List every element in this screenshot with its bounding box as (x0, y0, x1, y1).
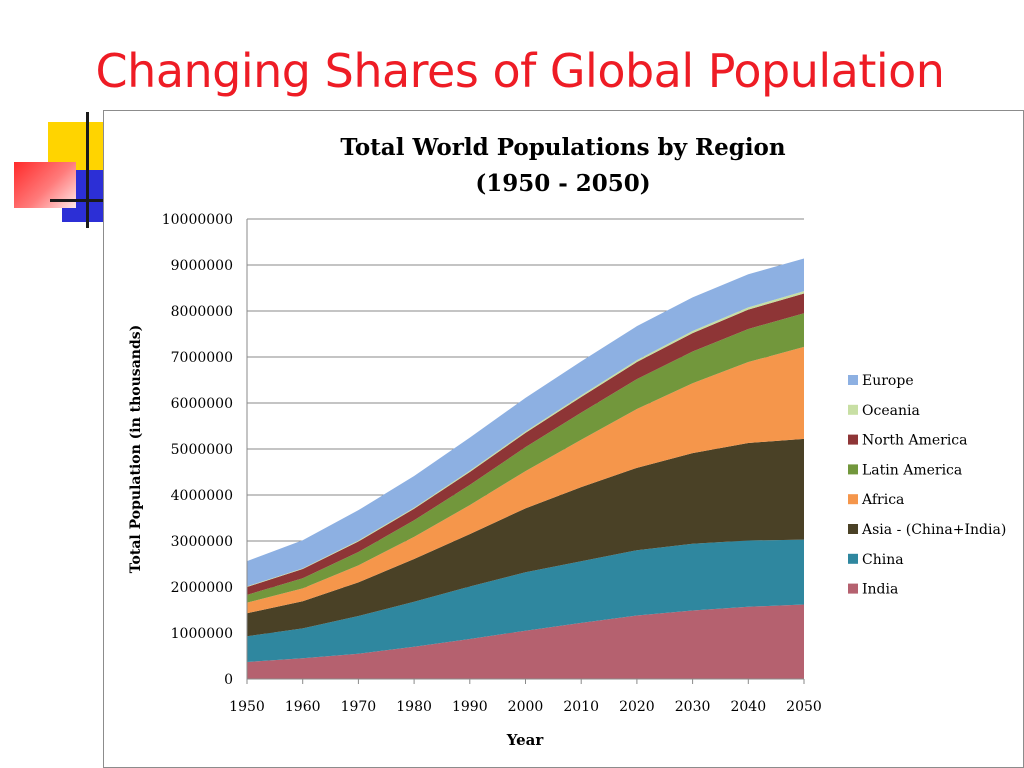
slide-title: Changing Shares of Global Population (95, 44, 945, 98)
area-europe (247, 258, 804, 587)
x-tick-label-2010: 2010 (563, 699, 599, 715)
x-tick-label-1960: 1960 (285, 699, 321, 715)
y-axis-label: Total Population (in thousands) (128, 325, 144, 574)
legend-swatch-latin-america (848, 464, 858, 475)
decor-horizontal-line (50, 199, 104, 202)
legend-label-north-america: North America (862, 433, 968, 449)
area-china (247, 539, 804, 662)
x-tick-label-1950: 1950 (229, 699, 265, 715)
legend-label-china: China (862, 552, 904, 568)
legend-label-europe: Europe (862, 373, 914, 389)
legend-swatch-europe (848, 375, 858, 385)
y-tick-label-7: 7000000 (171, 350, 233, 366)
area-asia-china-india (247, 438, 804, 637)
y-tick-label-3: 3000000 (171, 534, 233, 550)
decor-vertical-line (86, 112, 89, 228)
y-tick-label-4: 4000000 (171, 488, 233, 504)
area-series (247, 258, 804, 679)
y-tick-label-1: 1000000 (171, 626, 233, 642)
x-tick-label-2050: 2050 (786, 699, 822, 715)
legend: Europe Oceania North America Latin America A… (848, 373, 1006, 598)
legend-swatch-china (848, 553, 858, 564)
area-africa (247, 346, 804, 614)
legend-label-india: India (862, 582, 898, 598)
x-tick-labels: 1950 1960 1970 1980 1990 2000 2010 2020 2030 2040… (229, 699, 822, 715)
legend-swatch-north-america (848, 434, 858, 445)
legend-label-africa: Africa (861, 492, 904, 508)
x-tick-label-2020: 2020 (619, 699, 655, 715)
area-north-america (247, 293, 804, 595)
chart-title-line-2: (1950 - 2050) (475, 170, 650, 197)
y-tick-labels: 0 1000000 2000000 3000000 4000000 5000000 6000… (162, 212, 233, 688)
legend-swatch-asia-china-india (848, 524, 858, 534)
area-india (247, 604, 804, 679)
x-tick-label-1970: 1970 (341, 699, 377, 715)
x-axis-label: Year (506, 731, 545, 749)
chart-title-line-1: Total World Populations by Region (340, 134, 786, 161)
legend-swatch-africa (848, 494, 858, 505)
chart-frame: Total World Populations by Region (1950 … (103, 110, 1024, 768)
axes (246, 219, 805, 684)
y-tick-label-8: 8000000 (171, 304, 233, 320)
y-tick-label-0: 0 (224, 672, 233, 688)
legend-label-asia-china-india: Asia - (China+India) (861, 522, 1006, 538)
x-tick-label-2040: 2040 (730, 699, 766, 715)
y-tick-label-5: 5000000 (171, 442, 233, 458)
y-tick-label-10: 10000000 (162, 212, 233, 228)
y-tick-label-9: 9000000 (171, 258, 233, 274)
x-tick-label-1980: 1980 (396, 699, 432, 715)
legend-label-latin-america: Latin America (862, 462, 962, 478)
legend-label-oceania: Oceania (862, 403, 920, 419)
legend-swatch-india (848, 583, 858, 594)
x-tick-label-2000: 2000 (508, 699, 544, 715)
y-tick-label-6: 6000000 (171, 396, 233, 412)
legend-swatch-oceania (848, 404, 858, 415)
x-tick-label-2030: 2030 (675, 699, 711, 715)
area-latin-america (247, 313, 804, 603)
x-tick-label-1990: 1990 (452, 699, 488, 715)
y-tick-label-2: 2000000 (171, 580, 233, 596)
stacked-area-chart: Total World Populations by Region (1950 … (128, 134, 1006, 749)
